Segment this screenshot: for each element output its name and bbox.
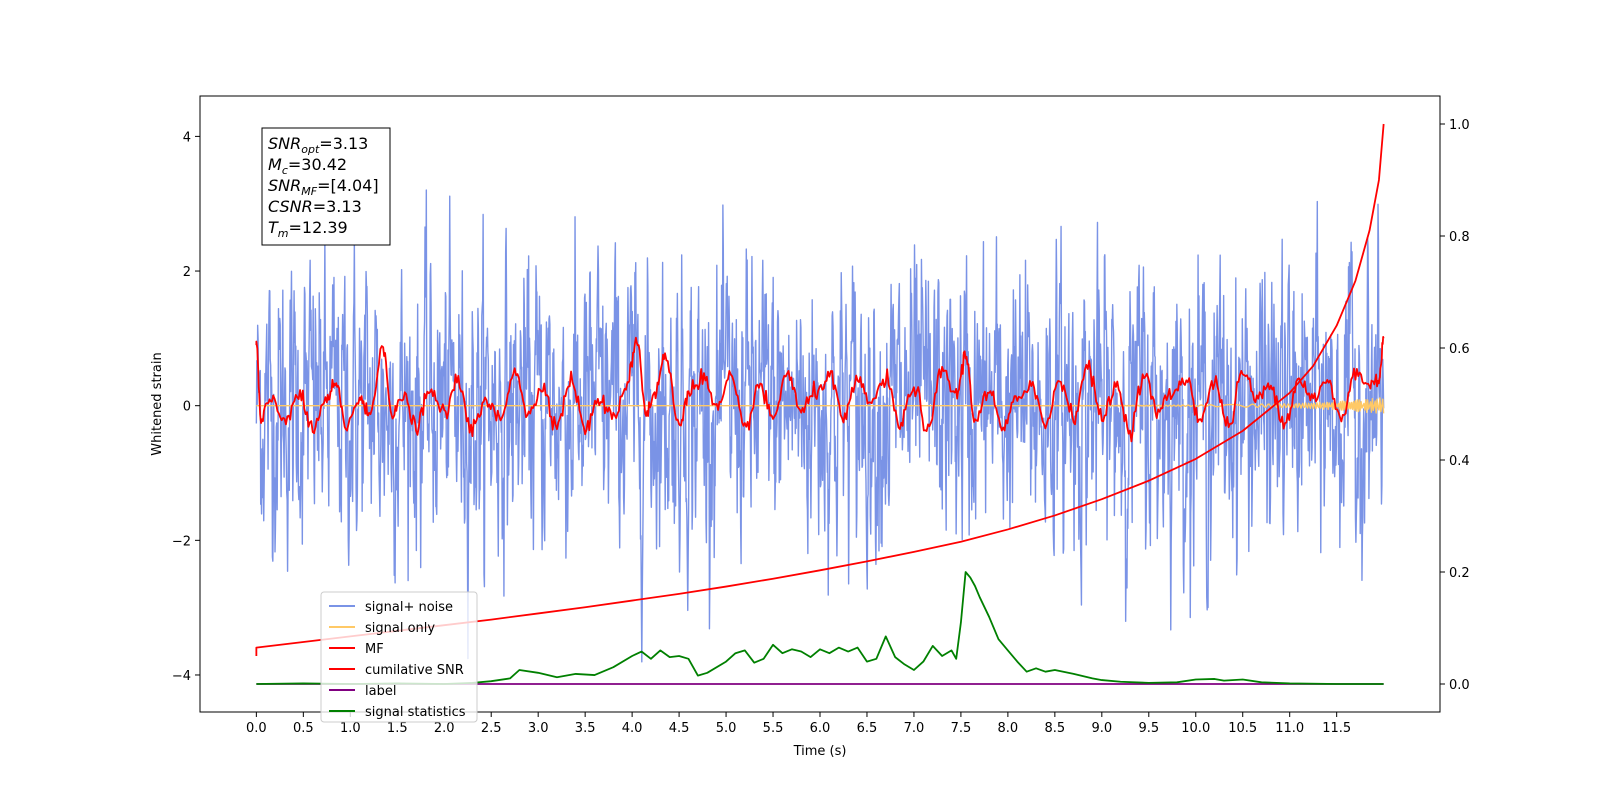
legend-label: signal+ noise xyxy=(365,600,453,615)
x-tick-label: 8.0 xyxy=(998,721,1019,736)
y-tick-label-left: 4 xyxy=(183,130,191,145)
series-signal-noise xyxy=(255,189,1385,663)
series-signal-statistics xyxy=(256,571,1384,685)
legend-item: cumilative SNR xyxy=(329,663,464,678)
info-box: SNRopt=3.13Mc=30.42SNRMF=[4.04]CSNR=3.13… xyxy=(261,127,391,246)
series-mf xyxy=(255,336,1385,443)
x-tick-label: 11.0 xyxy=(1275,721,1304,736)
info-line: SNRMF=[4.04] xyxy=(268,176,379,198)
x-tick-label: 6.0 xyxy=(810,721,831,736)
y-tick-label-left: −2 xyxy=(172,534,191,549)
y-tick-label-left: 0 xyxy=(183,400,191,415)
y-tick-label-right: 0.2 xyxy=(1449,566,1470,581)
y-axis-right: 0.0 0.2 0.4 0.6 0.8 1.0 xyxy=(1440,118,1470,693)
x-tick-label: 9.5 xyxy=(1138,721,1159,736)
y-tick-label-right: 0.8 xyxy=(1449,230,1470,245)
y-tick-label-right: 0.0 xyxy=(1449,678,1470,693)
legend-frame xyxy=(320,591,478,723)
legend-label: cumilative SNR xyxy=(365,663,464,678)
x-axis-title: Time (s) xyxy=(793,744,847,759)
info-line: Mc=30.42 xyxy=(268,155,347,177)
x-tick-label: 4.0 xyxy=(622,721,643,736)
x-tick-label: 7.0 xyxy=(904,721,925,736)
x-tick-label: 0.5 xyxy=(293,721,314,736)
legend-label: signal statistics xyxy=(365,705,466,720)
info-line: CSNR=3.13 xyxy=(268,197,362,216)
x-tick-label: 8.5 xyxy=(1045,721,1066,736)
x-tick-label: 6.5 xyxy=(857,721,878,736)
x-tick-label: 10.0 xyxy=(1181,721,1210,736)
x-tick-label: 11.5 xyxy=(1322,721,1351,736)
x-tick-label: 0.0 xyxy=(246,721,267,736)
legend-item: signal statistics xyxy=(329,705,466,720)
legend-item: signal only xyxy=(329,621,435,636)
series-signal-only xyxy=(256,397,1385,414)
x-tick-label: 7.5 xyxy=(951,721,972,736)
y-tick-label-right: 1.0 xyxy=(1449,118,1470,133)
y-tick-label-right: 0.6 xyxy=(1449,342,1470,357)
y-tick-label-left: −4 xyxy=(172,669,191,684)
y-axis-title: Whitened strain xyxy=(150,352,165,455)
x-tick-label: 9.0 xyxy=(1091,721,1112,736)
info-line: Tm=12.39 xyxy=(268,218,348,240)
y-axis-left: −4 −2 0 2 4 xyxy=(172,130,200,684)
x-tick-label: 3.5 xyxy=(575,721,596,736)
legend-label: label xyxy=(365,684,396,699)
legend-item: signal+ noise xyxy=(329,600,453,615)
x-tick-label: 5.5 xyxy=(763,721,784,736)
y-tick-label-right: 0.4 xyxy=(1449,454,1470,469)
x-tick-label: 1.5 xyxy=(387,721,408,736)
legend-item: MF xyxy=(329,642,384,657)
x-tick-label: 1.0 xyxy=(340,721,361,736)
x-tick-label: 2.5 xyxy=(481,721,502,736)
x-tick-label: 4.5 xyxy=(669,721,690,736)
y-tick-label-left: 2 xyxy=(183,265,191,280)
legend-label: signal only xyxy=(365,621,435,636)
x-tick-label: 2.0 xyxy=(434,721,455,736)
x-tick-label: 10.5 xyxy=(1228,721,1257,736)
legend: signal+ noise signal only MF cumilative SNR… xyxy=(320,591,478,723)
x-axis: 0.0 0.5 1.0 1.5 2.0 2.5 3.0 3.5 4.0 4.5 5.0 5.5 6.0 6… xyxy=(246,712,1351,736)
info-line: SNRopt=3.13 xyxy=(268,134,368,156)
x-tick-label: 3.0 xyxy=(528,721,549,736)
x-tick-label: 5.0 xyxy=(716,721,737,736)
info-box-frame xyxy=(261,127,391,246)
legend-label: MF xyxy=(365,642,384,657)
legend-item: label xyxy=(329,684,396,699)
